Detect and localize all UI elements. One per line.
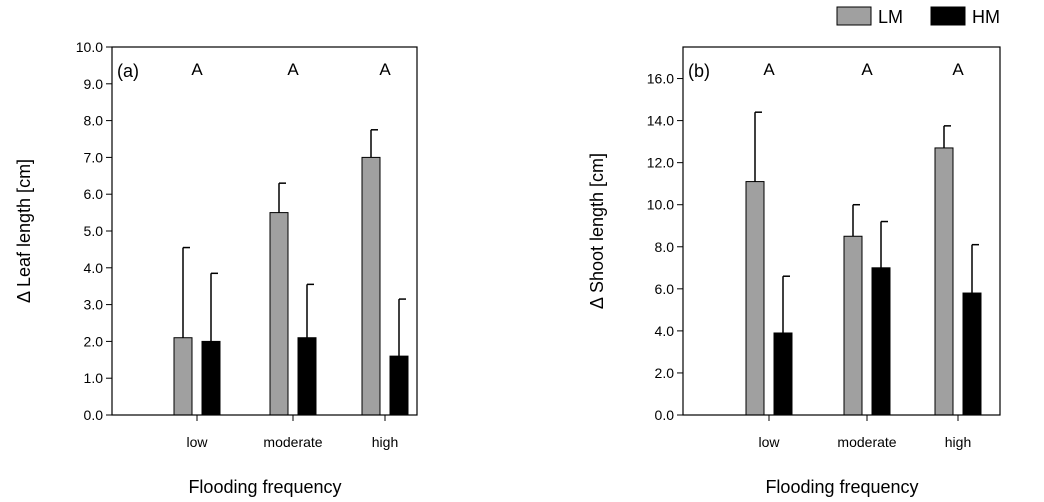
- y-tick-label: 10.0: [647, 197, 674, 213]
- legend-swatch-lm: [836, 6, 872, 26]
- x-tick-label-high: high: [945, 434, 971, 450]
- bar-hm-high: [389, 355, 409, 416]
- x-axis-title: Flooding frequency: [765, 477, 918, 497]
- x-tick-label-low: low: [758, 434, 780, 450]
- y-axis-title: Δ Leaf length [cm]: [14, 159, 34, 303]
- legend-swatch-hm: [930, 6, 966, 26]
- y-axis-title: Δ Shoot length [cm]: [587, 153, 607, 309]
- significance-letter: A: [763, 60, 775, 79]
- bar-hm-moderate: [297, 337, 317, 416]
- y-tick-label: 9.0: [84, 76, 104, 92]
- y-tick-label: 4.0: [84, 260, 104, 276]
- bar-lm-low: [745, 181, 765, 416]
- y-tick-label: 1.0: [84, 370, 104, 386]
- significance-letter: A: [952, 60, 964, 79]
- significance-letter: A: [379, 60, 391, 79]
- y-tick-label: 6.0: [655, 281, 675, 297]
- plot-frame: [682, 46, 1001, 416]
- bar-hm-high: [962, 292, 982, 416]
- bar-lm-low: [173, 337, 193, 416]
- x-axis-title: Flooding frequency: [188, 477, 341, 497]
- y-tick-label: 8.0: [84, 113, 104, 129]
- y-tick-label: 2.0: [655, 365, 675, 381]
- y-tick-label: 16.0: [647, 71, 674, 87]
- panel-b: 0.0 2.0 4.0 6.0 8.0 10.0 12.0 14.0 16.0 low Amoder…: [587, 46, 1001, 497]
- y-tick-label: 10.0: [76, 39, 103, 55]
- x-tick-label-high: high: [372, 434, 398, 450]
- y-tick-label: 3.0: [84, 297, 104, 313]
- bar-hm-low: [773, 332, 793, 416]
- y-tick-label: 2.0: [84, 333, 104, 349]
- y-tick-label: 4.0: [655, 323, 675, 339]
- x-tick-label-low: low: [186, 434, 208, 450]
- panel-label: (a): [117, 61, 139, 81]
- bar-hm-low: [201, 340, 221, 416]
- bar-lm-high: [361, 156, 381, 416]
- y-tick-label: 0.0: [655, 407, 675, 423]
- y-tick-label: 5.0: [84, 223, 104, 239]
- legend-label-lm: LM: [878, 7, 903, 27]
- significance-letter: A: [861, 60, 873, 79]
- x-tick-label-moderate: moderate: [263, 434, 322, 450]
- significance-letter: A: [287, 60, 299, 79]
- x-tick-label-moderate: moderate: [837, 434, 896, 450]
- bar-lm-high: [934, 147, 954, 416]
- panel-a: 0.0 1.0 2.0 3.0 4.0 5.0 6.0 7.0 8.0 9.0 10.0 low Amo…: [14, 39, 418, 497]
- y-tick-label: 0.0: [84, 407, 104, 423]
- y-tick-label: 12.0: [647, 155, 674, 171]
- bar-lm-moderate: [843, 235, 863, 416]
- panel-label: (b): [688, 61, 710, 81]
- bar-hm-moderate: [871, 267, 891, 416]
- legend-label-hm: HM: [972, 7, 1000, 27]
- y-tick-label: 14.0: [647, 113, 674, 129]
- y-tick-label: 7.0: [84, 149, 104, 165]
- y-tick-label: 8.0: [655, 239, 675, 255]
- y-tick-label: 6.0: [84, 186, 104, 202]
- significance-letter: A: [191, 60, 203, 79]
- legend: LM HM: [836, 6, 1000, 27]
- bar-lm-moderate: [269, 212, 289, 416]
